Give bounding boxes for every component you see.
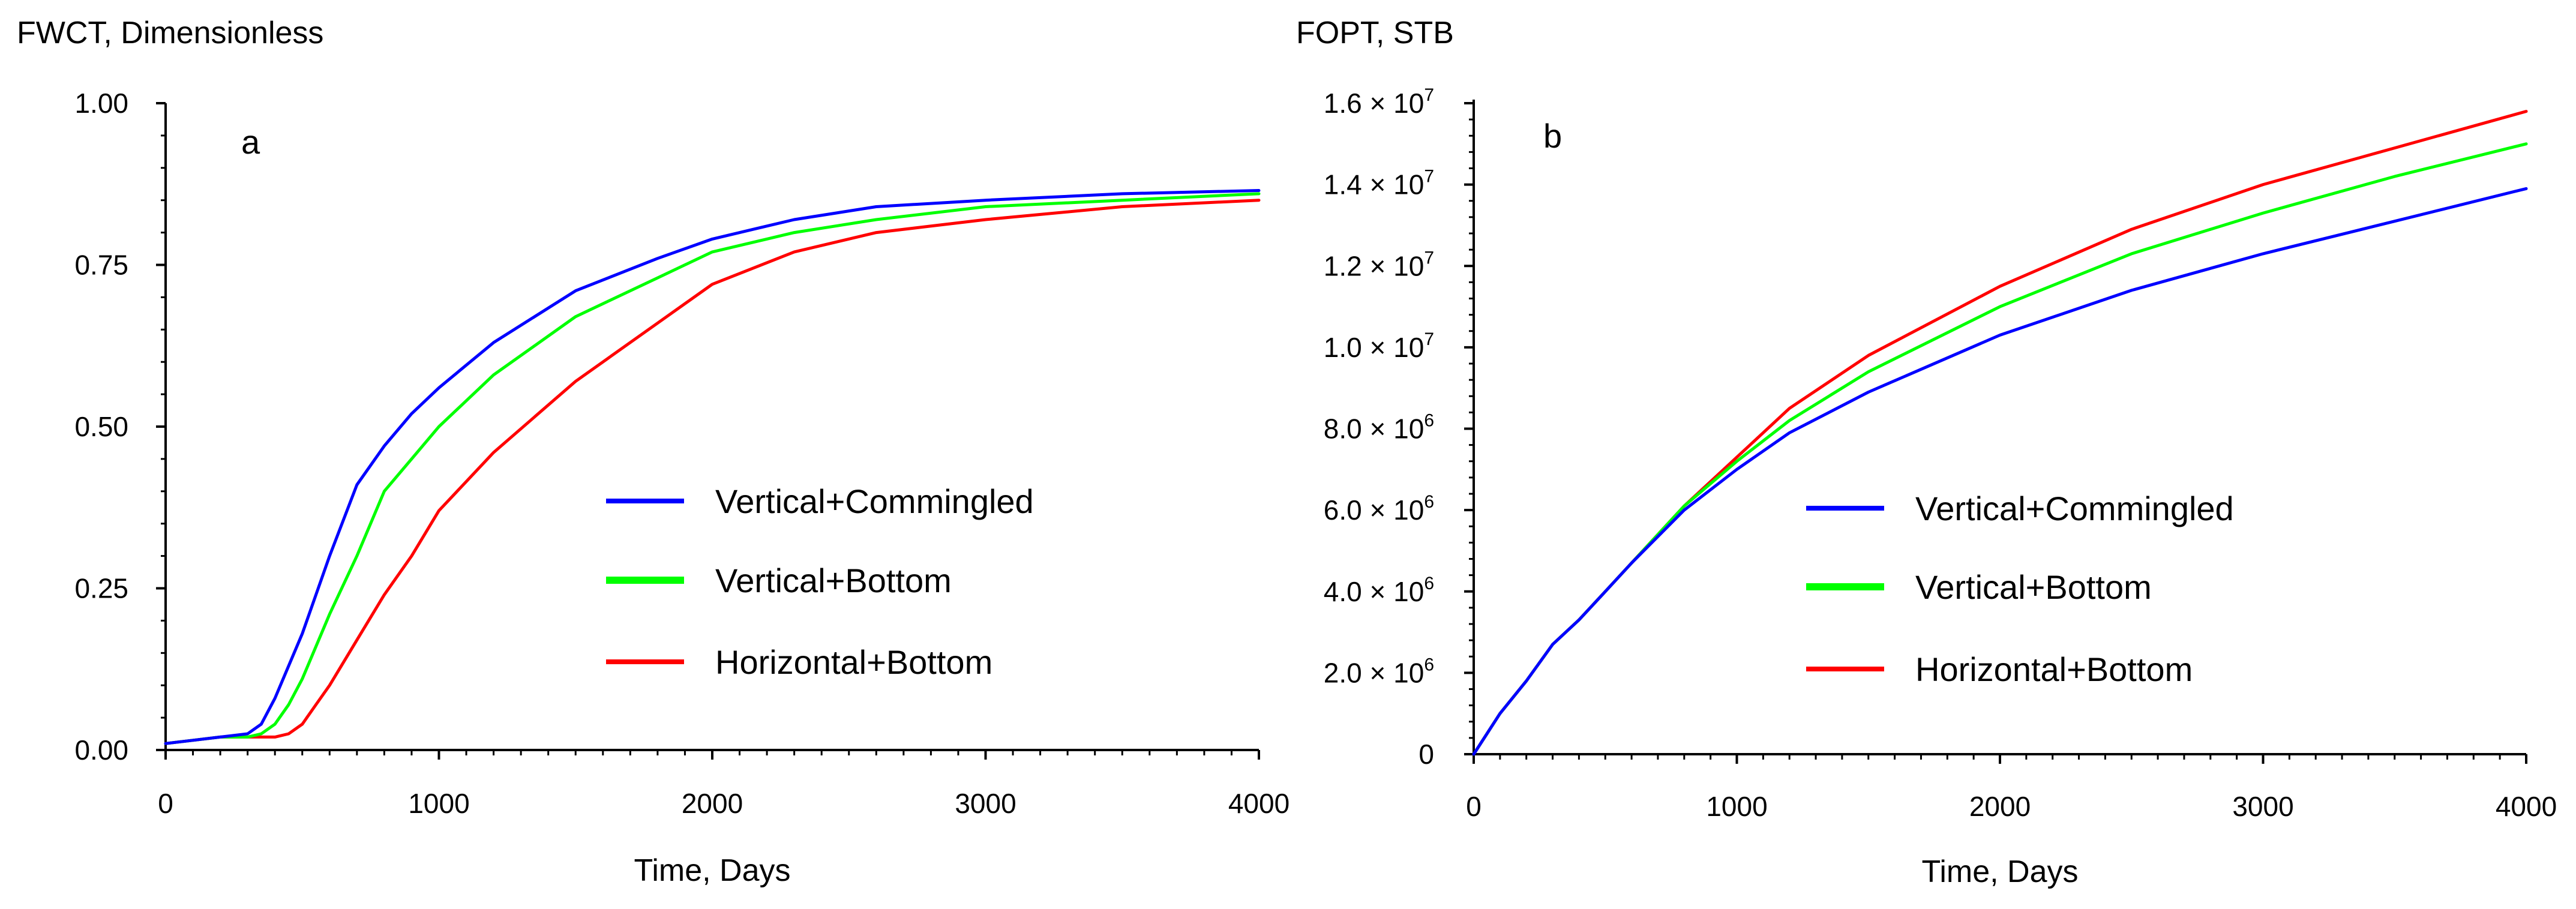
panel-a-y-tick-label: 0.75 — [74, 250, 128, 281]
panel-a-series-vertical-bottom — [164, 192, 1261, 745]
panel-a-x-tick-label: 1000 — [408, 788, 469, 819]
panel-b-letter: b — [1543, 117, 1562, 155]
panel-b-y-tick-label: 1.2 × 107 — [1324, 248, 1434, 281]
panel-a-series-horizontal-bottom — [164, 199, 1261, 745]
panel-a-fwct-chart: FWCT, Dimensionless a 0.00 0.25 0.50 0.75 1.… — [17, 16, 1290, 888]
panel-a-title: FWCT, Dimensionless — [17, 16, 323, 50]
panel-b-series-vertical-commingled — [1472, 187, 2528, 756]
panel-b-y-tick-label: 1.6 × 107 — [1324, 85, 1434, 119]
panel-b-x-tick-label: 2000 — [1969, 791, 2031, 822]
panel-b-y-tick-label: 2.0 × 106 — [1324, 655, 1434, 688]
panel-a-x-ticks: 0 1000 2000 3000 4000 — [158, 750, 1290, 819]
panel-a-x-axis-title: Time, Days — [634, 853, 791, 888]
panel-b-legend-label-horizontal-bottom: Horizontal+Bottom — [1915, 650, 2193, 688]
panel-a-y-tick-label: 0.00 — [74, 734, 128, 766]
panel-b-x-tick-label: 1000 — [1706, 791, 1767, 822]
panel-a-x-tick-label: 0 — [158, 788, 173, 819]
panel-b-x-tick-label: 0 — [1466, 791, 1482, 822]
panel-b-y-tick-label: 1.4 × 107 — [1324, 167, 1434, 200]
panel-b-y-tick-label: 1.0 × 107 — [1324, 329, 1434, 363]
panel-a-y-tick-label: 1.00 — [74, 88, 128, 119]
panel-b-y-tick-label: 8.0 × 106 — [1324, 411, 1434, 445]
panel-b-x-axis-title: Time, Days — [1922, 854, 2079, 889]
panel-b-legend: Vertical+Commingled Vertical+Bottom Horizo… — [1806, 490, 2234, 688]
panel-b-x-ticks: 0 1000 2000 3000 4000 — [1466, 754, 2557, 822]
panel-a-x-tick-label: 3000 — [955, 788, 1016, 819]
panel-b-fopt-chart: FOPT, STB b 0 2.0 × 106 4.0 × 106 6.0 × 106… — [1296, 16, 2557, 889]
panel-a-y-tick-label: 0.50 — [74, 411, 128, 442]
panel-a-letter: a — [241, 123, 260, 161]
panel-b-x-tick-label: 4000 — [2496, 791, 2557, 822]
panel-a-series-group — [164, 189, 1261, 745]
panel-a-y-ticks: 0.00 0.25 0.50 0.75 1.00 — [74, 88, 166, 766]
panel-a-legend-label-vertical-bottom: Vertical+Bottom — [715, 562, 952, 599]
panel-a-y-tick-label: 0.25 — [74, 573, 128, 604]
panel-b-legend-label-vertical-commingled: Vertical+Commingled — [1915, 490, 2234, 527]
panel-a-legend: Vertical+Commingled Vertical+Bottom Horizo… — [606, 482, 1034, 681]
panel-a-x-tick-label: 2000 — [682, 788, 743, 819]
panel-b-y-tick-label: 4.0 × 106 — [1324, 574, 1434, 607]
panel-b-title: FOPT, STB — [1296, 16, 1454, 50]
panel-a-series-vertical-commingled — [164, 189, 1261, 745]
panel-b-y-tick-label: 0 — [1419, 739, 1434, 770]
panel-b-series-group — [1472, 110, 2528, 756]
panel-b-y-tick-label: 6.0 × 106 — [1324, 492, 1434, 526]
panel-b-legend-label-vertical-bottom: Vertical+Bottom — [1915, 568, 2152, 606]
panel-a-legend-label-vertical-commingled: Vertical+Commingled — [715, 482, 1034, 520]
panel-a-x-tick-label: 4000 — [1228, 788, 1290, 819]
panel-b-x-tick-label: 3000 — [2232, 791, 2293, 822]
panel-a-legend-label-horizontal-bottom: Horizontal+Bottom — [715, 643, 992, 681]
panel-b-y-ticks: 0 2.0 × 106 4.0 × 106 6.0 × 106 8.0 × 106 1.0… — [1324, 85, 1474, 770]
